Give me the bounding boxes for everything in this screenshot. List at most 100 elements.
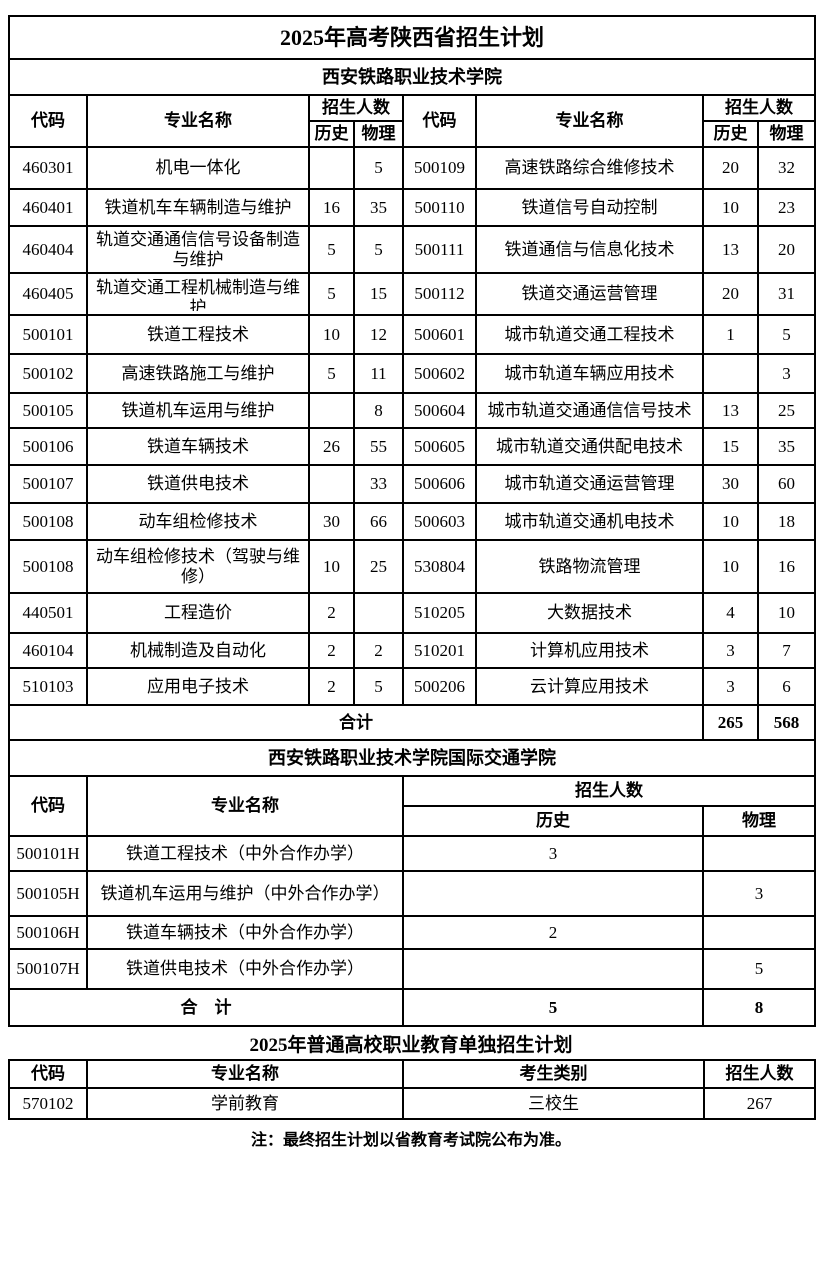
cell-history: 2 xyxy=(402,915,704,950)
cell-major: 机械制造及自动化 xyxy=(86,632,310,669)
cell-major: 铁路物流管理 xyxy=(475,539,704,594)
total-row: 合计 265 568 xyxy=(8,704,817,741)
single-col-header-code: 代码 xyxy=(8,1059,88,1089)
cell-physics: 25 xyxy=(756,392,817,429)
cell-code: 500206 xyxy=(402,667,477,706)
table-row: 代码 专业名称 招生人数 xyxy=(8,775,817,837)
table-row: 460405 轨道交通工程机械制造与维护 5 15 500112 铁道交通运营管… xyxy=(8,272,817,316)
cell-history: 15 xyxy=(702,427,759,466)
intl-col-header-code: 代码 xyxy=(8,775,88,837)
cell-major: 铁道交通运营管理 xyxy=(475,272,704,316)
cell-code: 510205 xyxy=(402,592,477,634)
cell-code: 500101 xyxy=(8,314,88,355)
cell-code: 500108 xyxy=(8,539,88,594)
cell-history: 2 xyxy=(308,667,355,706)
cell-physics xyxy=(701,915,817,950)
cell-major: 动车组检修技术 xyxy=(86,502,310,541)
cell-physics: 5 xyxy=(353,667,404,706)
cell-major-text: 轨道交通工程机械制造与维护 xyxy=(96,277,300,311)
cell-major: 工程造价 xyxy=(86,592,310,634)
total-history: 265 xyxy=(702,704,759,741)
col-header-major-left: 专业名称 xyxy=(86,94,310,148)
cell-physics: 5 xyxy=(353,146,404,190)
cell-code: 510201 xyxy=(402,632,477,669)
cell-physics: 6 xyxy=(756,667,817,706)
cell-history: 5 xyxy=(308,225,355,274)
cell-physics: 3 xyxy=(756,353,817,394)
cell-major: 大数据技术 xyxy=(475,592,704,634)
cell-major: 城市轨道交通供配电技术 xyxy=(475,427,704,466)
col-header-major-right: 专业名称 xyxy=(475,94,704,148)
cell-physics: 8 xyxy=(353,392,404,429)
cell-history: 26 xyxy=(308,427,355,466)
table-row: 460104 机械制造及自动化 2 2 510201 计算机应用技术 3 7 xyxy=(8,632,817,669)
cell-code: 530804 xyxy=(402,539,477,594)
cell-major: 铁道供电技术（中外合作办学） xyxy=(86,948,404,990)
cell-code: 460301 xyxy=(8,146,88,190)
cell-physics: 11 xyxy=(353,353,404,394)
total-label: 合计 xyxy=(8,704,704,741)
cell-major: 机电一体化 xyxy=(86,146,310,190)
cell-major: 铁道工程技术（中外合作办学） xyxy=(86,835,404,872)
table-row: 500107H 铁道供电技术（中外合作办学） 5 xyxy=(8,948,817,990)
college-name: 西安铁路职业技术学院 xyxy=(7,58,817,96)
page-title: 2025年高考陕西省招生计划 xyxy=(7,15,817,60)
cell-major: 铁道通信与信息化技术 xyxy=(475,225,704,274)
table-row: 500105H 铁道机车运用与维护（中外合作办学） 3 xyxy=(8,870,817,917)
table-row: 460301 机电一体化 5 500109 高速铁路综合维修技术 20 32 xyxy=(8,146,817,190)
cell-history xyxy=(702,353,759,394)
cell-major: 城市轨道交通机电技术 xyxy=(475,502,704,541)
table-row: 500107 铁道供电技术 33 500606 城市轨道交通运营管理 30 60 xyxy=(8,464,817,504)
cell-physics: 32 xyxy=(756,146,817,190)
single-col-header-major: 专业名称 xyxy=(86,1059,404,1089)
cell-code: 460401 xyxy=(8,188,88,227)
cell-physics: 35 xyxy=(756,427,817,466)
intl-total-history: 5 xyxy=(402,988,704,1027)
cell-code: 500606 xyxy=(402,464,477,504)
cell-history: 10 xyxy=(702,502,759,541)
single-plan-title: 2025年普通高校职业教育单独招生计划 xyxy=(249,1035,573,1056)
cell-physics: 5 xyxy=(353,225,404,274)
table-row: 500102 高速铁路施工与维护 5 11 500602 城市轨道车辆应用技术 … xyxy=(8,353,817,394)
cell-physics: 3 xyxy=(701,870,817,917)
enrollment-plan-sheet: 2025年高考陕西省招生计划 西安铁路职业技术学院 代码 专业名称 招生人数 代… xyxy=(7,15,817,1149)
cell-code: 500601 xyxy=(402,314,477,355)
cell-history: 20 xyxy=(702,146,759,190)
cell-code: 460404 xyxy=(8,225,88,274)
table-row: 500101H 铁道工程技术（中外合作办学） 3 xyxy=(8,835,817,872)
cell-physics: 20 xyxy=(756,225,817,274)
cell-history: 3 xyxy=(702,632,759,669)
cell-physics: 10 xyxy=(756,592,817,634)
cell-code: 500107 xyxy=(8,464,88,504)
cell-history: 3 xyxy=(702,667,759,706)
table-row: 历史 物理 历史 物理 xyxy=(9,120,817,148)
col-header-code-left: 代码 xyxy=(8,94,88,148)
table-row: 460404 轨道交通通信信号设备制造与维护 5 5 500111 铁道通信与信… xyxy=(8,225,817,274)
cell-code: 500109 xyxy=(402,146,477,190)
intl-college-name: 西安铁路职业技术学院国际交通学院 xyxy=(7,739,817,777)
cell-history: 4 xyxy=(702,592,759,634)
cell-physics: 55 xyxy=(353,427,404,466)
cell-major: 铁道信号自动控制 xyxy=(475,188,704,227)
cell-code: 440501 xyxy=(8,592,88,634)
cell-code: 510103 xyxy=(8,667,88,706)
cell-major: 计算机应用技术 xyxy=(475,632,704,669)
table-row: 460401 铁道机车车辆制造与维护 16 35 500110 铁道信号自动控制… xyxy=(8,188,817,227)
cell-history: 5 xyxy=(308,353,355,394)
single-col-header-enroll: 招生人数 xyxy=(703,1059,816,1089)
cell-code: 500105 xyxy=(8,392,88,429)
cell-major: 城市轨道交通工程技术 xyxy=(475,314,704,355)
col-header-enroll-right: 招生人数 xyxy=(701,94,817,122)
cell-history: 30 xyxy=(308,502,355,541)
col-header-physics-left: 物理 xyxy=(353,120,404,148)
cell-history: 16 xyxy=(308,188,355,227)
table-row: 西安铁路职业技术学院国际交通学院 xyxy=(7,739,817,777)
col-header-history-left: 历史 xyxy=(308,120,355,148)
cell-category: 三校生 xyxy=(402,1087,705,1120)
cell-enroll: 267 xyxy=(703,1087,816,1120)
cell-major: 铁道供电技术 xyxy=(86,464,310,504)
cell-history xyxy=(308,392,355,429)
cell-physics: 18 xyxy=(756,502,817,541)
cell-physics: 15 xyxy=(353,272,404,316)
col-header-physics-right: 物理 xyxy=(756,120,817,148)
